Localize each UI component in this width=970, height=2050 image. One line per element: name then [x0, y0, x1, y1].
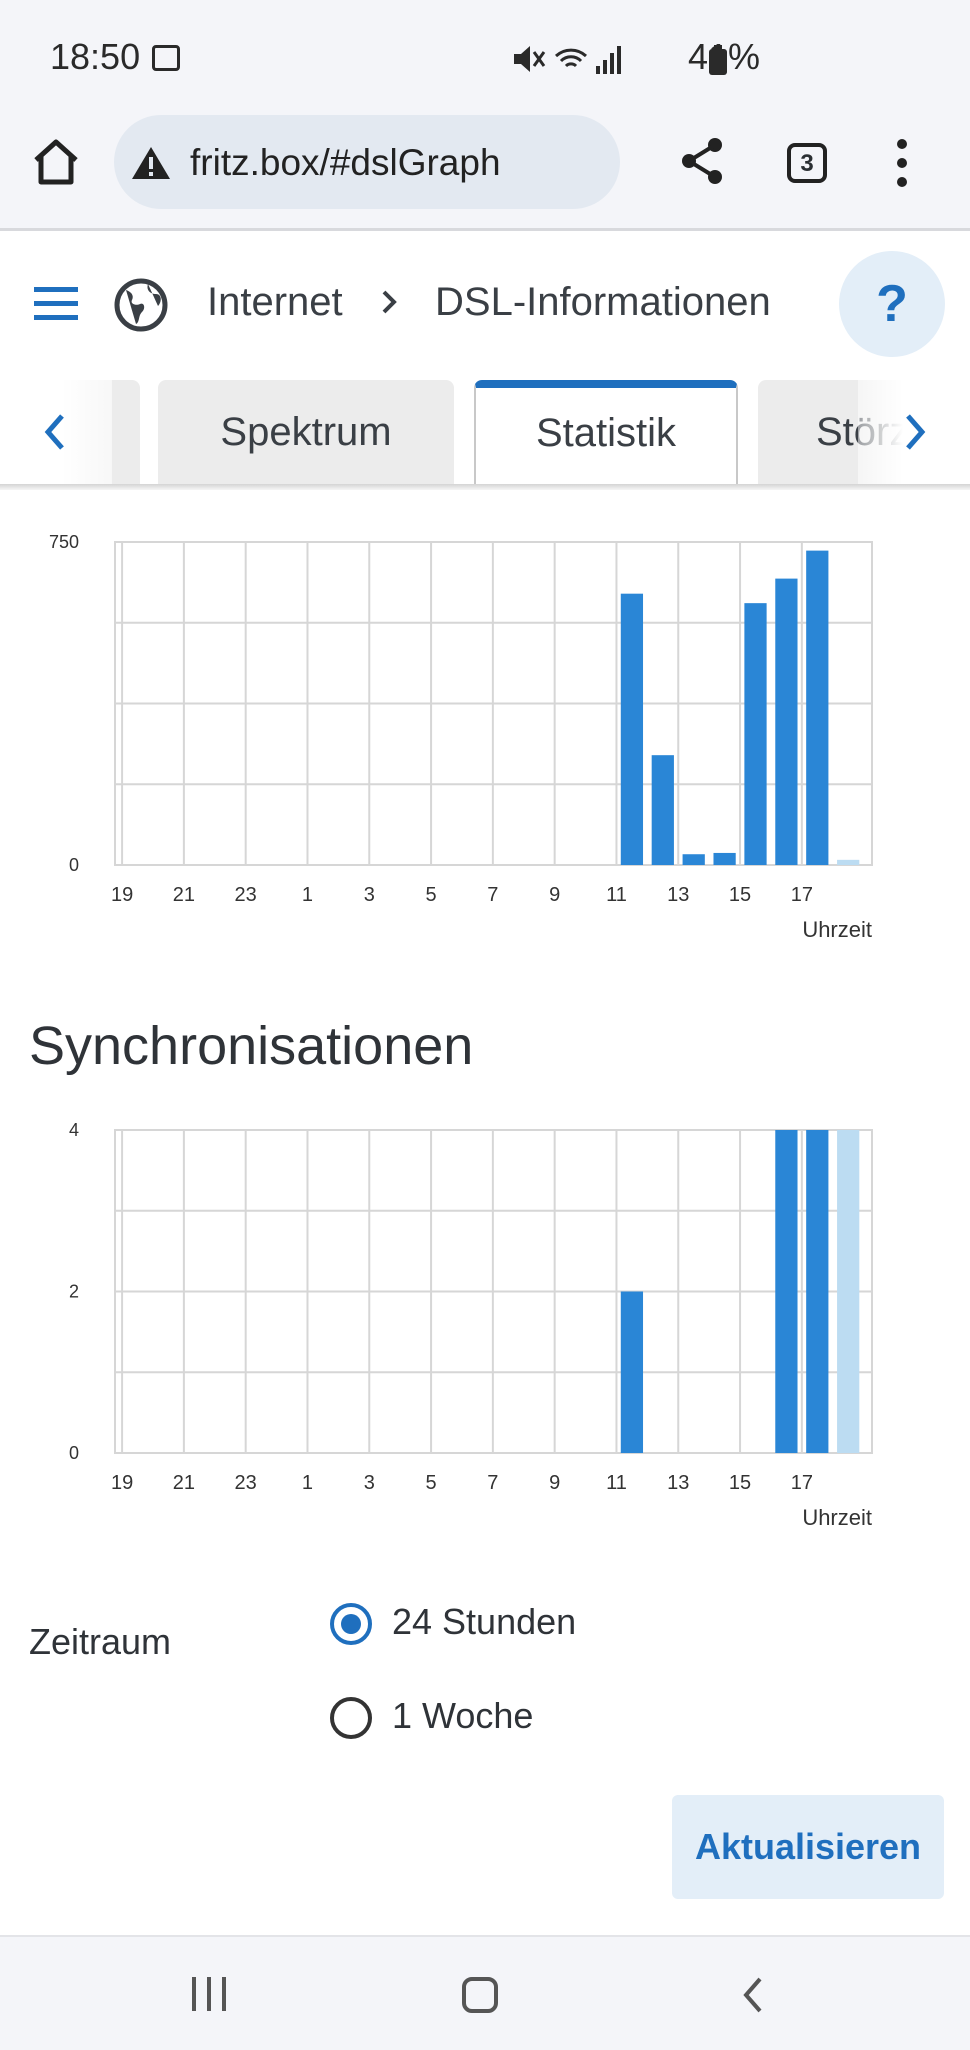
x-axis-label: Uhrzeit [802, 1505, 872, 1530]
browser-toolbar: fritz.box/#dslGraph 3 [0, 110, 970, 231]
update-button[interactable]: Aktualisieren [672, 1795, 944, 1899]
bar-14 [713, 852, 736, 865]
section-title: Synchronisationen [29, 1016, 474, 1076]
home-icon[interactable] [30, 136, 82, 188]
hamburger-menu-icon[interactable] [34, 287, 78, 321]
x-tick-label: 17 [791, 1472, 813, 1494]
scroll-right-icon[interactable] [900, 410, 930, 454]
x-tick-label: 17 [791, 884, 813, 906]
x-tick-label: 21 [173, 884, 195, 906]
radio-label[interactable]: 24 Stunden [392, 1601, 577, 1642]
x-tick-label: 1 [302, 884, 313, 906]
x-tick-label: 23 [235, 884, 257, 906]
battery-icon [709, 45, 727, 75]
x-tick-label: 19 [111, 1472, 133, 1494]
errors-chart: 19 21 23 1 3 5 7 9 11 13 15 17 0 750 Uhrzeit [40, 520, 890, 950]
status-bar: 18:50 41% [0, 0, 970, 110]
x-tick-label: 13 [667, 884, 689, 906]
x-tick-label: 11 [606, 884, 627, 906]
bar-11 [620, 1291, 644, 1453]
x-tick-label: 3 [364, 884, 375, 906]
x-tick-label: 11 [606, 1472, 627, 1494]
address-bar[interactable]: fritz.box/#dslGraph [114, 115, 620, 209]
y-tick-label: 0 [69, 855, 79, 875]
y-tick-label: 0 [69, 1443, 79, 1463]
scroll-left-icon[interactable] [40, 410, 70, 454]
x-tick-label: 9 [549, 884, 560, 906]
bar-16 [775, 1130, 798, 1453]
tab-switcher-button[interactable]: 3 [787, 143, 827, 183]
breadcrumb-parent[interactable]: Internet [207, 280, 343, 324]
tab-spektrum[interactable]: Spektrum [158, 380, 454, 484]
radio-button[interactable] [330, 1697, 372, 1739]
x-tick-label: 7 [487, 1472, 498, 1494]
home-nav-icon[interactable] [462, 1977, 498, 2013]
chevron-right-icon [382, 290, 397, 314]
system-nav-bar [0, 1935, 970, 2050]
breadcrumb-current: DSL-Informationen [435, 280, 771, 324]
x-tick-label: 3 [364, 1472, 375, 1494]
status-time: 18:50 [50, 36, 141, 77]
bar-18 [837, 859, 860, 865]
bar-16 [775, 578, 798, 865]
signal-icon [596, 46, 621, 74]
back-icon[interactable] [738, 1975, 768, 2015]
y-tick-label: 4 [69, 1120, 79, 1140]
tab-statistik[interactable]: Statistik [474, 380, 738, 484]
x-tick-label: 15 [729, 1472, 751, 1494]
recent-apps-icon[interactable] [190, 1975, 230, 2013]
bar-11 [620, 593, 644, 865]
globe-icon [114, 278, 168, 332]
x-axis-label: Uhrzeit [802, 917, 872, 942]
bar-17 [806, 550, 829, 865]
share-icon[interactable] [680, 136, 726, 186]
mute-icon [514, 46, 546, 72]
wifi-icon [554, 48, 588, 68]
y-tick-label: 2 [69, 1282, 79, 1302]
more-menu-icon[interactable] [890, 138, 914, 188]
radio-button-checked[interactable] [330, 1603, 372, 1645]
radio-label[interactable]: 1 Woche [392, 1695, 534, 1736]
x-tick-label: 5 [426, 884, 437, 906]
x-tick-label: 7 [487, 884, 498, 906]
bar-13 [682, 854, 705, 865]
x-tick-label: 15 [729, 884, 751, 906]
status-icons [514, 46, 621, 74]
help-button[interactable]: ? [839, 251, 945, 357]
bar-15 [744, 603, 767, 865]
image-notification-icon [152, 45, 180, 71]
x-tick-label: 23 [235, 1472, 257, 1494]
url-text[interactable]: fritz.box/#dslGraph [190, 142, 501, 183]
x-tick-label: 19 [111, 884, 133, 906]
bar-17 [806, 1130, 829, 1453]
tab-bar: S Spektrum Statistik Störz [0, 380, 970, 486]
zeitraum-label: Zeitraum [29, 1621, 172, 1662]
warning-icon[interactable] [130, 145, 172, 181]
y-tick-label: 750 [49, 532, 79, 552]
x-tick-label: 1 [302, 1472, 313, 1494]
bar-18 [837, 1130, 860, 1453]
bar-12 [651, 755, 674, 865]
x-tick-label: 5 [426, 1472, 437, 1494]
x-tick-label: 21 [173, 1472, 195, 1494]
x-tick-label: 13 [667, 1472, 689, 1494]
sync-chart: 19 21 23 1 3 5 7 9 11 13 15 17 0 2 4 Uhrzeit [40, 1108, 890, 1538]
x-tick-label: 9 [549, 1472, 560, 1494]
